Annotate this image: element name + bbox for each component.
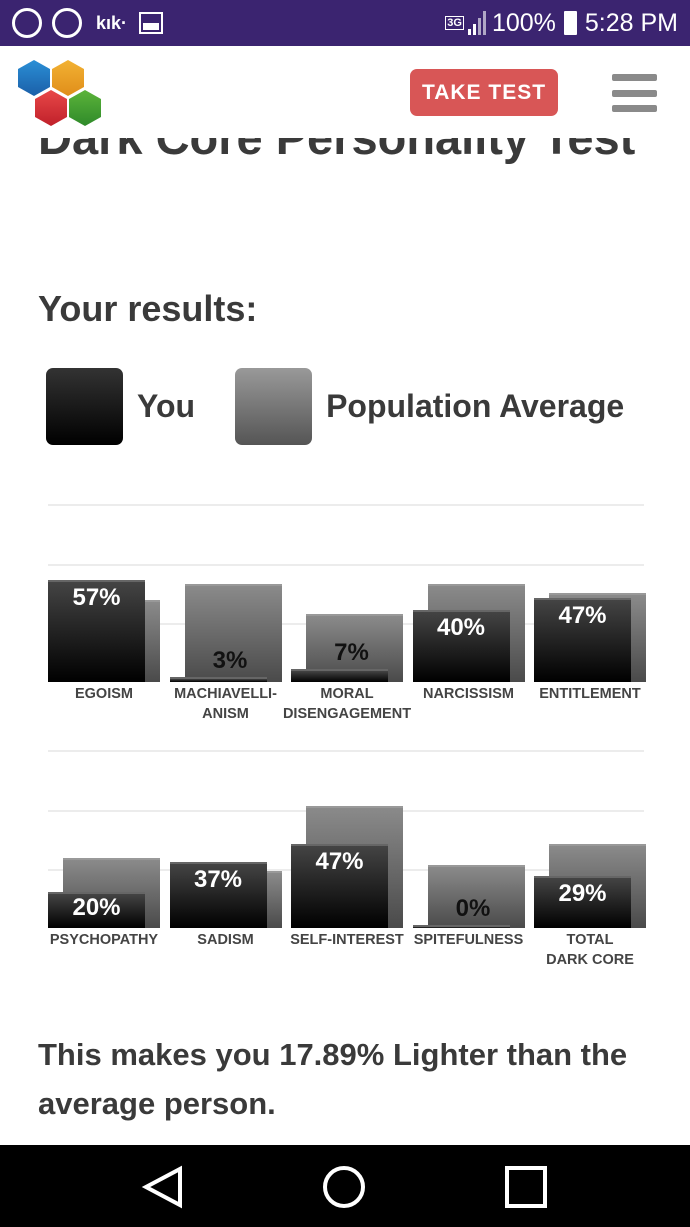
- category-label: MORAL DISENGAGEMENT: [282, 686, 412, 722]
- sync-icon: [12, 8, 42, 38]
- kik-icon: kık·: [96, 12, 128, 33]
- bar-you: [291, 843, 388, 928]
- bar-you: [534, 876, 631, 928]
- gridline: [48, 750, 644, 752]
- bar-you: [169, 676, 267, 682]
- bar-value-label: 3%: [212, 646, 248, 674]
- category-label: NARCISSISM: [422, 686, 515, 702]
- bar-you: [48, 892, 145, 928]
- battery-icon: [563, 11, 577, 35]
- category-label: ENTITLEMENT: [539, 686, 641, 702]
- bar-value-label: 47%: [315, 847, 364, 875]
- gridline: [48, 564, 644, 566]
- home-icon[interactable]: [321, 1165, 367, 1209]
- image-icon: [139, 12, 164, 34]
- results-chart-2: 20% PSYCHOPATHY 37% SADISM 47% SELF-INTEREST 0…: [0, 728, 690, 978]
- bar-you: [169, 861, 267, 928]
- bar-you: [534, 597, 631, 682]
- bar-value-label: 29%: [558, 880, 607, 908]
- results-chart-1: 57% EGOISM 3% MACHIAVELLI- ANISM 7% MORAL DIS…: [0, 482, 690, 732]
- logo-icon[interactable]: [18, 60, 106, 126]
- site-header: TAKE TEST: [0, 46, 690, 138]
- bar-value-label: 7%: [334, 639, 369, 667]
- category-label: TOTAL DARK CORE: [546, 932, 634, 968]
- sync-icon: [52, 8, 82, 38]
- bar-value-label: 20%: [72, 894, 121, 922]
- bar-value-label: 47%: [558, 601, 607, 629]
- legend-swatch-you: [46, 368, 123, 445]
- network-type: 3G: [445, 16, 464, 30]
- bar-population: [427, 865, 525, 928]
- bar-you: [412, 610, 510, 682]
- battery-percent: 100%: [491, 8, 556, 37]
- bar-you: [291, 669, 388, 682]
- legend-label-you: You: [137, 388, 196, 424]
- recents-icon[interactable]: [503, 1165, 549, 1209]
- navigation-bar: [0, 1145, 690, 1227]
- summary-text: This makes you 17.89% Lighter than the a…: [38, 1037, 628, 1121]
- hamburger-menu-icon[interactable]: [612, 74, 657, 112]
- category-label: EGOISM: [74, 686, 133, 702]
- gridline: [48, 504, 644, 506]
- category-label: SPITEFULNESS: [413, 932, 524, 948]
- category-label: MACHIAVELLI- ANISM: [174, 686, 277, 722]
- category-label: SADISM: [197, 932, 254, 948]
- category-label: SELF-INTEREST: [290, 932, 404, 948]
- chart-legend: You Population Average: [46, 368, 624, 445]
- bar-value-label: 0%: [455, 895, 491, 922]
- legend-swatch-population: [235, 368, 313, 445]
- take-test-button[interactable]: TAKE TEST: [410, 69, 558, 116]
- bar-value-label: 40%: [436, 614, 486, 642]
- signal-icon: [467, 11, 486, 35]
- category-label: PSYCHOPATHY: [49, 932, 159, 948]
- back-icon[interactable]: [140, 1165, 186, 1209]
- bar-value-label: 57%: [72, 583, 121, 611]
- bar-population: [184, 583, 282, 682]
- status-bar: kık· 3G 100% 5:28 PM: [0, 0, 690, 46]
- bar-value-label: 37%: [193, 865, 243, 893]
- bar-you: [48, 579, 145, 682]
- clock: 5:28 PM: [584, 8, 678, 37]
- results-heading: Your results:: [38, 288, 258, 329]
- bar-you: [412, 925, 510, 928]
- legend-label-population: Population Average: [326, 388, 625, 424]
